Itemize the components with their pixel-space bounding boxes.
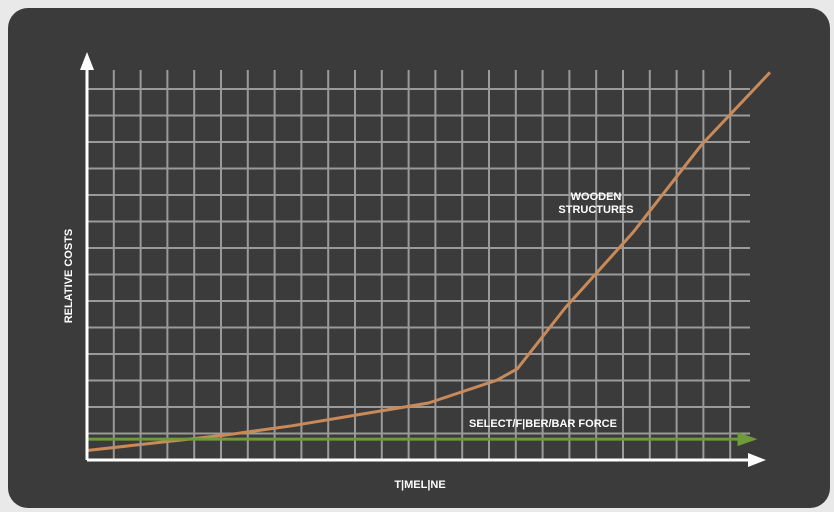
y-axis-label: RELATIVE COSTS [63, 229, 75, 324]
series-label-line: WOODEN [571, 191, 622, 203]
x-axis-label: T|MEL|NE [394, 479, 445, 491]
axes [80, 52, 766, 467]
series-arrow-select-fiber-bar-force [737, 432, 758, 447]
series-line-wooden-structures [86, 71, 772, 452]
series-layer [86, 71, 772, 452]
x-axis-arrow [748, 453, 766, 467]
series-label-line: SELECT/F|BER/BAR FORCE [469, 418, 617, 430]
grid [87, 70, 750, 460]
chart: RELATIVE COSTS T|MEL|NE WOODENSTRUCTURES… [63, 52, 772, 491]
chart-panel: RELATIVE COSTS T|MEL|NE WOODEN STRUCTURES… [8, 8, 830, 508]
series-label-line: STRUCTURES [558, 204, 633, 216]
y-axis-arrow [80, 52, 94, 70]
